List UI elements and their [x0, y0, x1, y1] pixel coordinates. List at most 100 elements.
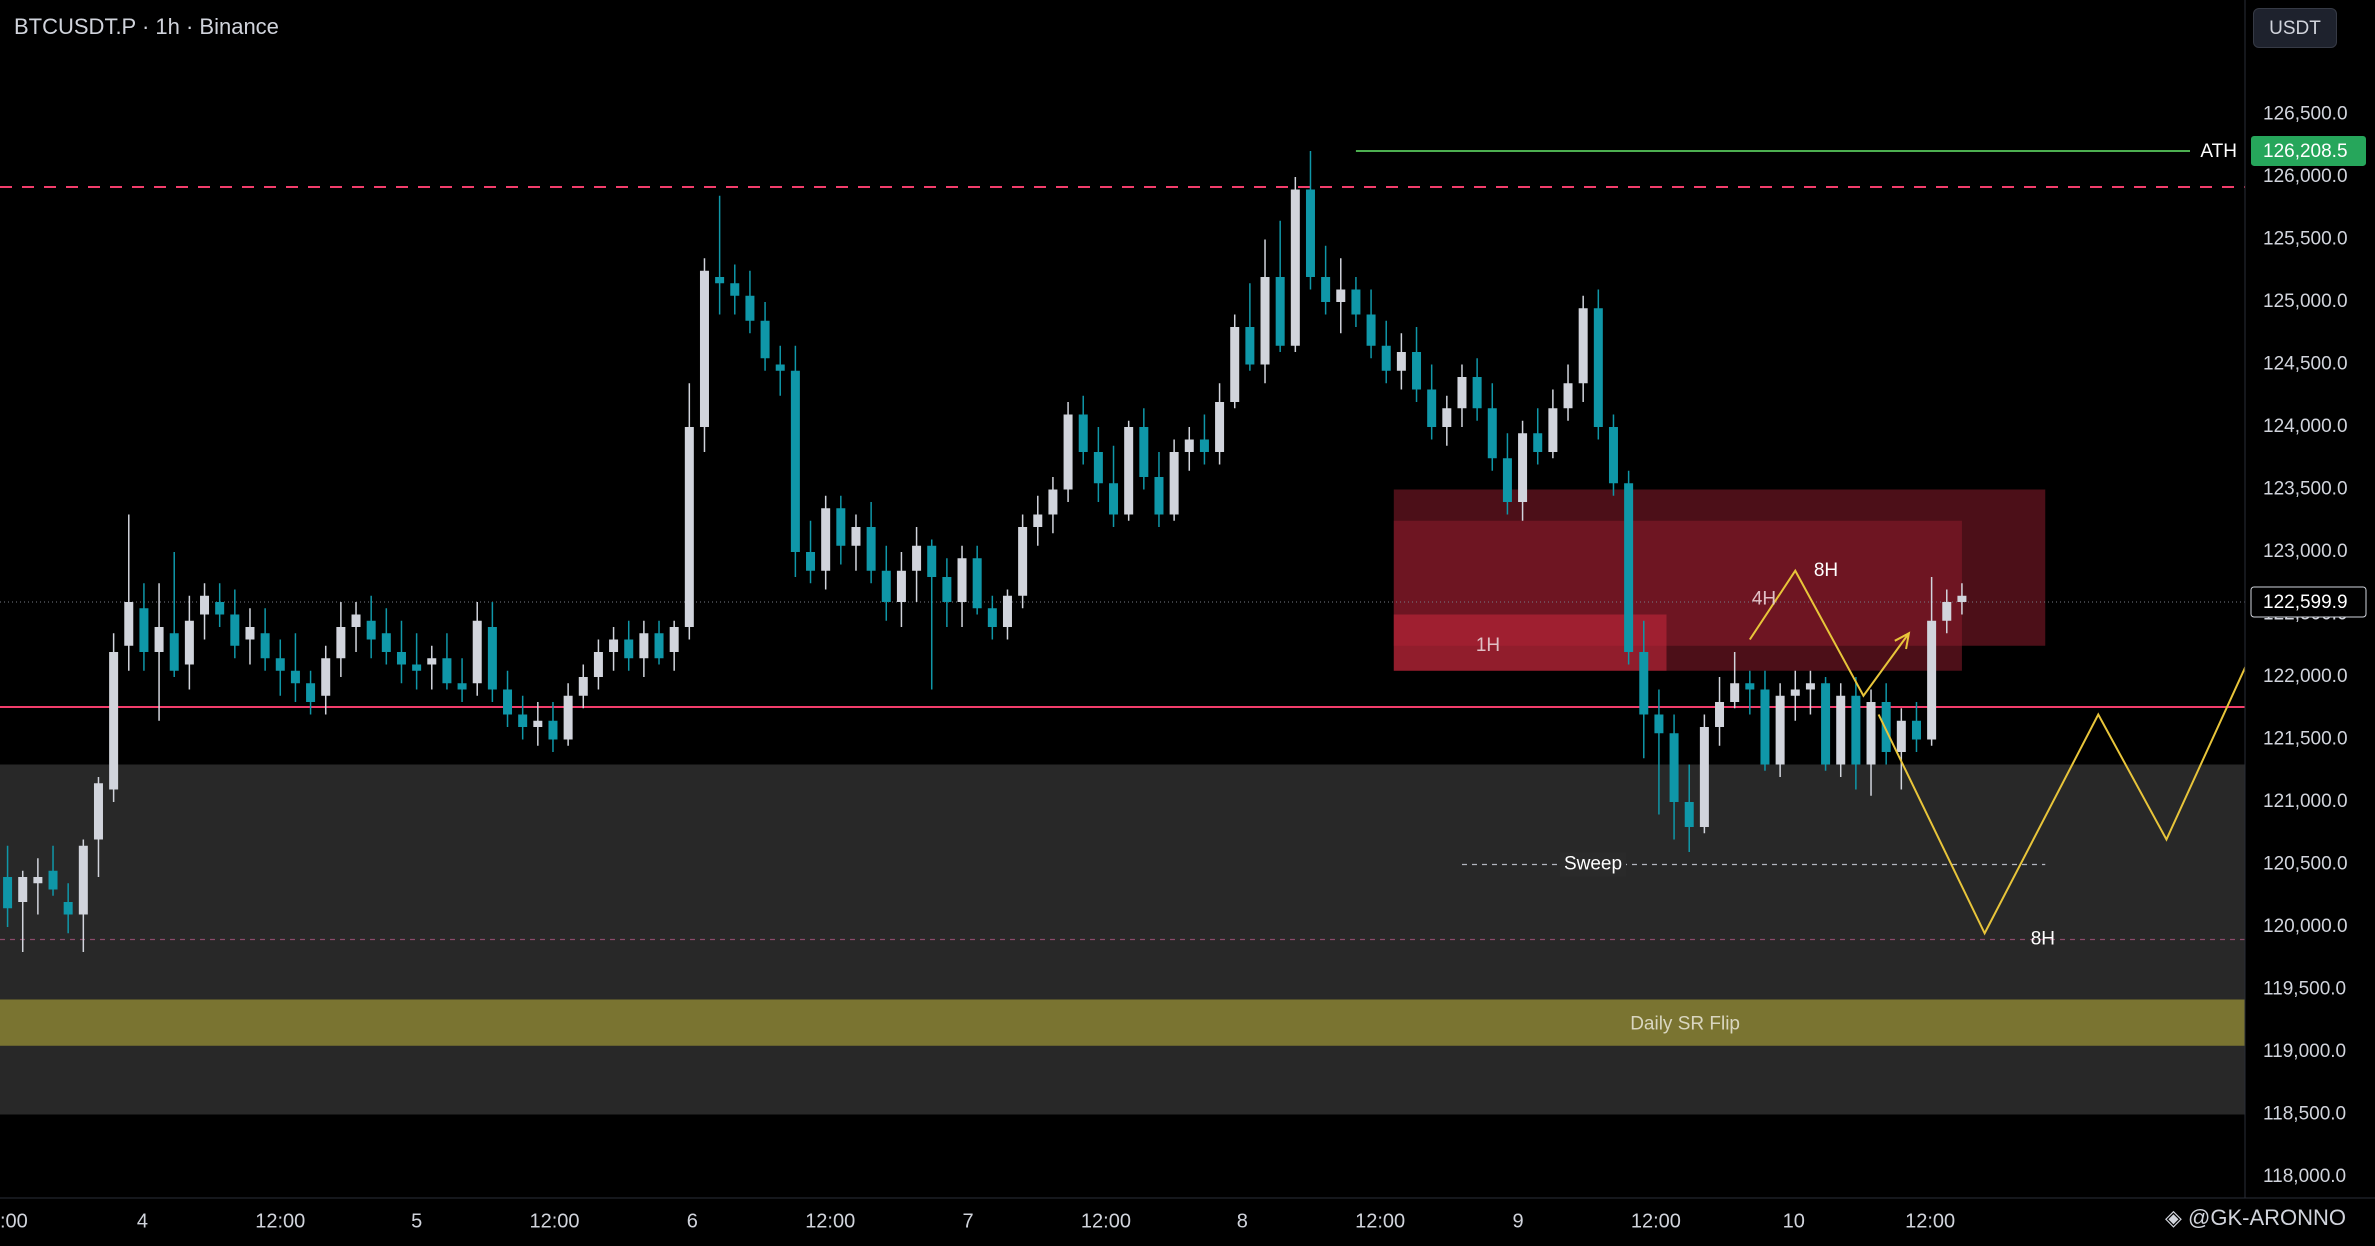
candle-body	[306, 683, 316, 702]
candle-body	[321, 658, 331, 696]
sweep-label-bg	[1560, 852, 1626, 877]
candle-body	[1639, 652, 1649, 715]
candle-body	[593, 652, 603, 677]
candle-body	[1760, 689, 1770, 765]
candle-body	[927, 545, 937, 577]
candle-body	[654, 633, 664, 659]
candle-body	[1396, 352, 1406, 371]
candle-body	[412, 664, 422, 671]
candle-body	[730, 283, 740, 296]
candle-body	[563, 695, 573, 740]
candle-body	[821, 508, 831, 571]
x-tick-label: 10	[1783, 1210, 1805, 1232]
y-tick-label: 120,000.0	[2263, 916, 2348, 937]
candle-body	[1290, 189, 1300, 346]
candle-body	[1654, 714, 1664, 734]
y-tick-label: 119,500.0	[2263, 979, 2346, 1000]
candle-body	[1063, 414, 1073, 490]
candle-body	[472, 620, 482, 684]
x-tick-label: 12:00	[529, 1210, 579, 1232]
candle-body	[1927, 620, 1937, 740]
candle-body	[275, 658, 285, 671]
candle-body	[518, 714, 528, 727]
candle-body	[230, 614, 240, 646]
y-tick-label: 119,000.0	[2263, 1041, 2346, 1062]
y-tick-label: 123,500.0	[2263, 479, 2348, 500]
candle-body	[836, 508, 846, 546]
candle-body	[1684, 802, 1694, 827]
candle-body	[1199, 439, 1209, 452]
candle-body	[1321, 277, 1331, 302]
candle-body	[1624, 483, 1634, 652]
candle-body	[457, 683, 467, 690]
candle-body	[715, 277, 725, 284]
y-tick-label: 124,000.0	[2263, 416, 2348, 437]
candle-body	[1593, 308, 1603, 427]
candle-body	[1366, 314, 1376, 346]
candle-body	[1699, 727, 1709, 827]
candle-body	[1911, 720, 1921, 740]
y-tick-label: 118,500.0	[2263, 1104, 2346, 1125]
x-tick-label: 12:00	[255, 1210, 305, 1232]
candle-body	[1002, 595, 1012, 627]
projection-path-b	[1877, 507, 2319, 936]
y-tick-label: 121,500.0	[2263, 729, 2348, 750]
candle-body	[1018, 527, 1028, 596]
y-tick-label: 118,000.0	[2263, 1166, 2346, 1187]
candle-body	[548, 720, 558, 740]
candle-body	[1442, 408, 1452, 427]
zone-4h-label: 4H	[1752, 589, 1776, 610]
candle-body	[1805, 683, 1815, 690]
candle-body	[1548, 408, 1558, 452]
candle-body	[1457, 377, 1467, 409]
candle-body	[1351, 289, 1361, 315]
candle-body	[396, 652, 406, 665]
candle-body	[48, 870, 58, 890]
current-price-tag: 122,599.9	[2263, 592, 2348, 613]
ath-label: ATH	[2200, 141, 2237, 162]
candle-body	[957, 558, 967, 602]
candle-body	[1472, 377, 1482, 409]
candle-body	[881, 570, 891, 602]
low-8h-label: 8H	[2031, 929, 2055, 950]
x-tick-label: 12:00	[1355, 1210, 1405, 1232]
candle-body	[1336, 289, 1346, 302]
candle-body	[942, 577, 952, 602]
candle-body	[987, 608, 997, 627]
candle-body	[1124, 427, 1134, 515]
candle-body	[33, 877, 43, 884]
projection-arrowhead	[1894, 631, 1911, 650]
x-tick-label: 12:00	[1631, 1210, 1681, 1232]
y-tick-label: 121,000.0	[2263, 791, 2348, 812]
candle-body	[1957, 595, 1967, 602]
projection-path-a	[1748, 568, 1910, 698]
candle-body	[1563, 383, 1573, 409]
y-tick-label: 124,500.0	[2263, 354, 2348, 375]
currency-button[interactable]: USDT	[2253, 8, 2337, 48]
candle-body	[775, 364, 785, 371]
x-tick-label: 6	[687, 1210, 698, 1232]
candle-body	[139, 608, 149, 652]
candle-body	[1427, 389, 1437, 427]
daily-sr-flip-zone	[0, 999, 2265, 1046]
candle-body	[1230, 327, 1240, 402]
candle-body	[366, 620, 376, 640]
candle-body	[1412, 352, 1422, 390]
ath-price-tag-bg	[2251, 135, 2366, 166]
candle-body	[427, 658, 437, 665]
candle-body	[487, 627, 497, 690]
candle-body	[1896, 720, 1906, 752]
x-tick-label: 7	[963, 1210, 974, 1232]
x-tick-label: 12:00	[1905, 1210, 1955, 1232]
candle-body	[381, 633, 391, 652]
x-tick-label: 12:00	[1081, 1210, 1131, 1232]
candle-body	[1215, 402, 1225, 452]
candle-body	[1245, 327, 1255, 365]
candle-body	[699, 270, 709, 427]
candle-body	[1033, 514, 1043, 527]
candle-body	[1942, 602, 1952, 621]
x-tick-label: 9	[1512, 1210, 1523, 1232]
current-price-tag-bg	[2250, 586, 2367, 618]
candle-body	[154, 627, 164, 652]
